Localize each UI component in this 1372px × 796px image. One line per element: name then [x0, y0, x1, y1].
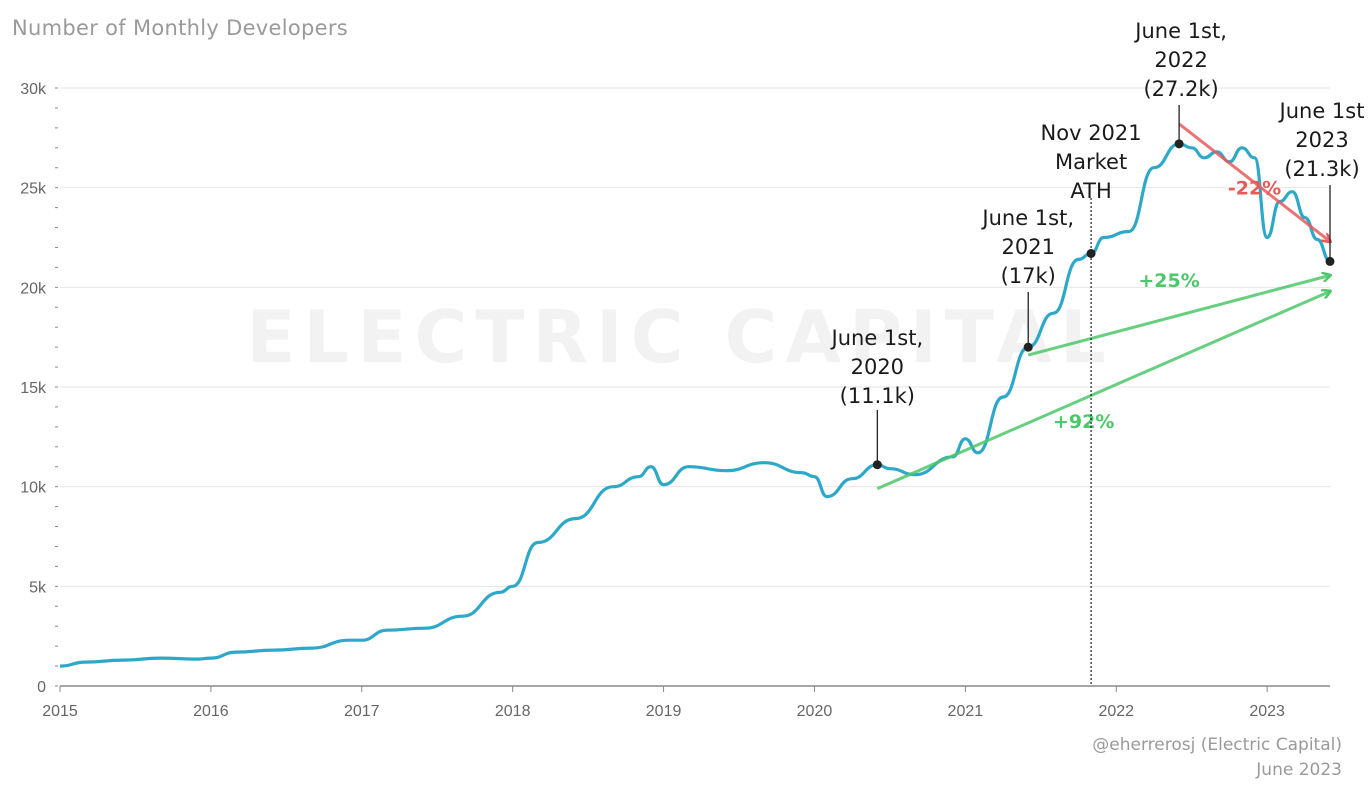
annotation-label: 2020	[851, 355, 904, 379]
annotation-label: (27.2k)	[1143, 77, 1218, 101]
credit-author: @eherrerosj (Electric Capital)	[1092, 735, 1342, 755]
annotation-marker	[872, 460, 882, 470]
x-tick-label: 2017	[344, 703, 380, 720]
annotation-label: 2022	[1154, 48, 1207, 72]
annotation-label: June 1st,	[1133, 19, 1227, 43]
change-arrow	[1178, 122, 1330, 242]
x-tick-label: 2023	[1249, 703, 1285, 720]
change-arrows: -22% +25% +92%	[876, 122, 1330, 491]
annotations: June 1st, 2020 (11.1k) June 1st, 2021 (17k) No…	[830, 19, 1365, 686]
x-axis: 2015 2016 2017 2018 2019 2020 2021 2022 2023	[42, 686, 1285, 720]
x-tick-label: 2019	[646, 703, 682, 720]
annotation-marker	[1174, 139, 1184, 149]
y-tick-label: 0	[37, 679, 46, 696]
change-label: +92%	[1053, 411, 1114, 433]
annotation-label: June 1st,	[980, 206, 1074, 230]
y-tick-label: 5k	[29, 579, 47, 596]
change-arrow	[1027, 275, 1330, 357]
x-tick-label: 2022	[1098, 703, 1134, 720]
annotation-marker	[1325, 256, 1335, 266]
change-label: -22%	[1228, 178, 1281, 200]
annotation-label: (17k)	[1001, 264, 1056, 288]
y-tick-label: 25k	[20, 181, 47, 198]
y-tick-label: 10k	[20, 480, 47, 497]
annotation-label: June 1st,	[830, 326, 924, 350]
chart-title: Number of Monthly Developers	[12, 16, 349, 40]
change-label: +25%	[1138, 270, 1199, 292]
y-axis: 0 5k 10k 15k 20k 25k 30k	[20, 81, 58, 696]
series-line	[59, 142, 1331, 668]
annotation-label: Market	[1055, 150, 1127, 174]
credit-date: June 2023	[1256, 760, 1342, 780]
grid	[60, 87, 1330, 687]
y-tick-label: 20k	[20, 280, 47, 297]
x-tick-label: 2020	[797, 703, 833, 720]
change-arrow	[876, 291, 1330, 491]
credit: @eherrerosj (Electric Capital) June 2023	[1092, 733, 1342, 783]
x-tick-label: 2016	[193, 703, 229, 720]
y-tick-label: 30k	[20, 81, 47, 98]
annotation-label: ATH	[1070, 179, 1111, 203]
y-tick-label: 15k	[20, 380, 47, 397]
annotation-label: Nov 2021	[1041, 121, 1142, 145]
watermark: ELECTRIC CAPITAL	[246, 295, 1114, 379]
annotation-label: 2023	[1295, 128, 1348, 152]
series	[59, 142, 1331, 668]
x-tick-label: 2018	[495, 703, 531, 720]
annotation-label: June 1st	[1278, 99, 1365, 123]
x-tick-label: 2015	[42, 703, 78, 720]
annotation-marker	[1023, 342, 1033, 352]
x-tick-label: 2021	[948, 703, 984, 720]
annotation-label: (21.3k)	[1284, 157, 1359, 181]
annotation-label: (11.1k)	[840, 384, 915, 408]
annotation-label: 2021	[1001, 235, 1054, 259]
annotation-marker	[1086, 248, 1096, 258]
